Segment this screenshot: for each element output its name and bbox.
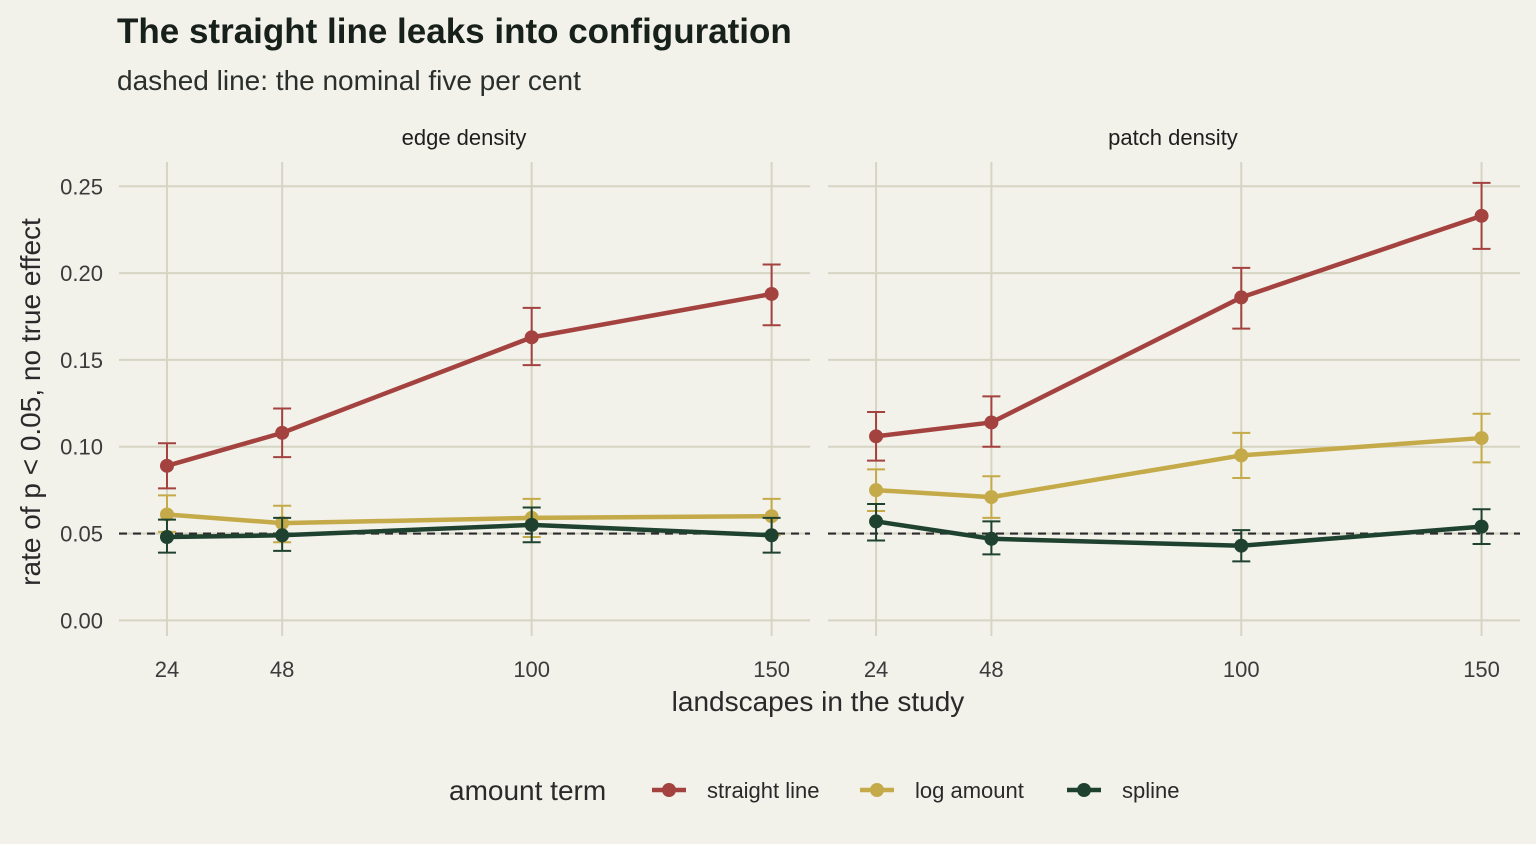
x-tick-label: 48: [270, 657, 294, 682]
data-point: [764, 286, 779, 301]
gridlines: [119, 162, 810, 636]
panel-patch-density: patch density: [828, 125, 1520, 636]
legend: amount term straight line log amount splin…: [449, 775, 1179, 806]
data-point: [1474, 208, 1489, 223]
legend-label: spline: [1122, 778, 1179, 803]
x-tick-label: 100: [513, 657, 550, 682]
x-tick-label: 48: [979, 657, 1003, 682]
data-point: [1234, 448, 1249, 463]
x-tick-label: 24: [155, 657, 179, 682]
legend-title: amount term: [449, 775, 606, 806]
y-tick-label: 0.25: [60, 174, 103, 199]
y-axis-ticks: 0.00 0.05 0.10 0.15 0.20 0.25: [60, 174, 103, 633]
y-tick-label: 0.20: [60, 261, 103, 286]
x-tick-label: 150: [753, 657, 790, 682]
series-line: [875, 519, 1482, 548]
data-point: [869, 483, 884, 498]
series-line: [875, 435, 1482, 500]
data-point: [1234, 538, 1249, 553]
legend-item: straight line: [652, 778, 820, 803]
legend-label: log amount: [915, 778, 1024, 803]
x-tick-label: 24: [864, 657, 888, 682]
data-point: [524, 517, 539, 532]
series-line: [875, 213, 1483, 439]
data-point: [1234, 290, 1249, 305]
y-tick-label: 0.15: [60, 348, 103, 373]
series-straight-line: [157, 263, 781, 490]
data-point: [869, 514, 884, 529]
series-line: [166, 291, 773, 469]
y-tick-label: 0.00: [60, 608, 103, 633]
data-point: [984, 531, 999, 546]
series-spline: [157, 506, 781, 554]
legend-swatch-point: [1077, 783, 1091, 797]
series-log-amount: [157, 494, 781, 544]
y-tick-label: 0.05: [60, 522, 103, 547]
legend-swatch-point: [662, 783, 676, 797]
x-tick-label: 150: [1463, 657, 1500, 682]
y-axis-title: rate of p < 0.05, no true effect: [15, 218, 46, 586]
x-tick-label: 100: [1223, 657, 1260, 682]
data-point: [1474, 519, 1489, 534]
chart-subtitle: dashed line: the nominal five per cent: [117, 65, 581, 96]
series-straight-line: [867, 181, 1491, 462]
panel-title: patch density: [1108, 125, 1238, 150]
legend-swatch-point: [870, 783, 884, 797]
data-point: [869, 429, 884, 444]
panel-title: edge density: [402, 125, 527, 150]
series-line: [166, 512, 772, 526]
data-point: [275, 425, 290, 440]
x-axis-ticks: 24 48 100 150 24 48 100 150: [155, 657, 1500, 682]
series-line: [166, 522, 772, 540]
chart-title: The straight line leaks into configurati…: [117, 12, 792, 51]
x-axis-title: landscapes in the study: [672, 686, 965, 717]
y-tick-label: 0.10: [60, 435, 103, 460]
legend-item: log amount: [860, 778, 1024, 803]
data-point: [524, 330, 539, 345]
panel-edge-density: edge density: [119, 125, 810, 636]
series-log-amount: [867, 412, 1491, 519]
data-point: [159, 530, 174, 545]
gridlines: [828, 162, 1520, 636]
series-spline: [867, 503, 1491, 563]
data-point: [159, 458, 174, 473]
data-point: [275, 528, 290, 543]
legend-label: straight line: [707, 778, 820, 803]
data-point: [984, 490, 999, 505]
data-point: [764, 509, 779, 524]
legend-item: spline: [1067, 778, 1179, 803]
data-point: [1474, 431, 1489, 446]
data-point: [984, 415, 999, 430]
data-point: [764, 528, 779, 543]
data-point: [159, 507, 174, 522]
